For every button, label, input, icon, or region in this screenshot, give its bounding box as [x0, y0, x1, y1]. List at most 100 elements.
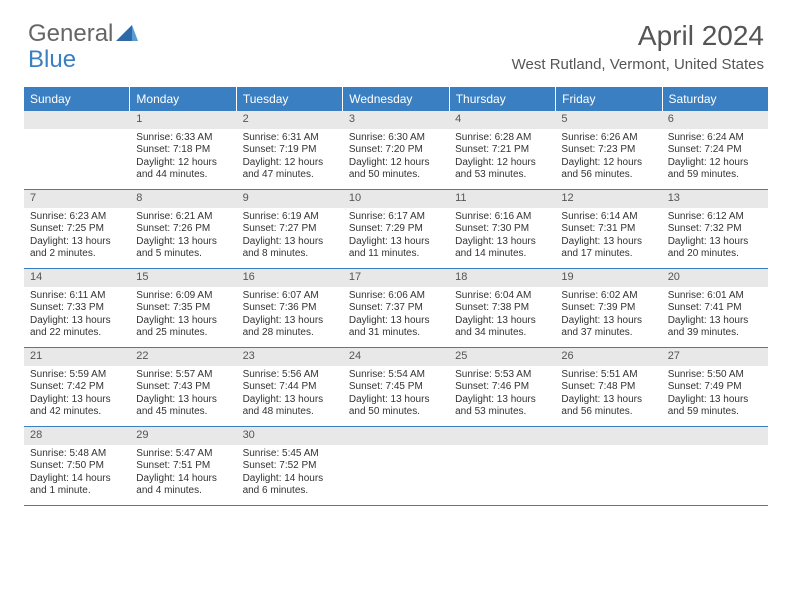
day-line-d1: Daylight: 13 hours — [561, 236, 655, 249]
day-cell: 4Sunrise: 6:28 AMSunset: 7:21 PMDaylight… — [449, 111, 555, 189]
day-line-ss: Sunset: 7:31 PM — [561, 223, 655, 236]
day-line-d2: and 8 minutes. — [243, 248, 337, 261]
day-details: Sunrise: 6:28 AMSunset: 7:21 PMDaylight:… — [449, 129, 555, 186]
day-line-ss: Sunset: 7:52 PM — [243, 460, 337, 473]
day-number: 29 — [130, 427, 236, 445]
day-line-ss: Sunset: 7:51 PM — [136, 460, 230, 473]
day-number: 9 — [237, 190, 343, 208]
day-details: Sunrise: 6:07 AMSunset: 7:36 PMDaylight:… — [237, 287, 343, 344]
day-details: Sunrise: 6:24 AMSunset: 7:24 PMDaylight:… — [662, 129, 768, 186]
day-header-sat: Saturday — [663, 87, 768, 111]
day-line-d2: and 37 minutes. — [561, 327, 655, 340]
day-line-sr: Sunrise: 5:51 AM — [561, 369, 655, 382]
day-line-d1: Daylight: 12 hours — [561, 157, 655, 170]
day-line-d1: Daylight: 13 hours — [668, 236, 762, 249]
day-cell: 19Sunrise: 6:02 AMSunset: 7:39 PMDayligh… — [555, 269, 661, 347]
day-cell — [555, 427, 661, 505]
day-line-sr: Sunrise: 6:01 AM — [668, 290, 762, 303]
day-cell: 5Sunrise: 6:26 AMSunset: 7:23 PMDaylight… — [555, 111, 661, 189]
day-line-d2: and 59 minutes. — [668, 406, 762, 419]
day-line-d1: Daylight: 13 hours — [136, 236, 230, 249]
day-line-d1: Daylight: 12 hours — [455, 157, 549, 170]
day-cell: 1Sunrise: 6:33 AMSunset: 7:18 PMDaylight… — [130, 111, 236, 189]
day-line-d1: Daylight: 13 hours — [30, 315, 124, 328]
day-line-d1: Daylight: 13 hours — [561, 394, 655, 407]
day-line-d2: and 20 minutes. — [668, 248, 762, 261]
day-number: 24 — [343, 348, 449, 366]
day-cell: 6Sunrise: 6:24 AMSunset: 7:24 PMDaylight… — [662, 111, 768, 189]
day-line-ss: Sunset: 7:39 PM — [561, 302, 655, 315]
day-details: Sunrise: 6:04 AMSunset: 7:38 PMDaylight:… — [449, 287, 555, 344]
day-details: Sunrise: 6:02 AMSunset: 7:39 PMDaylight:… — [555, 287, 661, 344]
day-cell — [343, 427, 449, 505]
day-line-d2: and 42 minutes. — [30, 406, 124, 419]
day-number: 15 — [130, 269, 236, 287]
day-line-d2: and 53 minutes. — [455, 169, 549, 182]
day-line-d1: Daylight: 13 hours — [30, 394, 124, 407]
day-details: Sunrise: 6:12 AMSunset: 7:32 PMDaylight:… — [662, 208, 768, 265]
day-line-d2: and 39 minutes. — [668, 327, 762, 340]
day-details: Sunrise: 5:45 AMSunset: 7:52 PMDaylight:… — [237, 445, 343, 502]
day-number: 26 — [555, 348, 661, 366]
day-line-sr: Sunrise: 6:09 AM — [136, 290, 230, 303]
day-line-sr: Sunrise: 6:11 AM — [30, 290, 124, 303]
day-cell: 14 Sunrise: 6:11 AMSunset: 7:33 PMDayligh… — [24, 269, 130, 347]
day-number: 16 — [237, 269, 343, 287]
day-line-d1: Daylight: 13 hours — [668, 315, 762, 328]
day-line-d2: and 34 minutes. — [455, 327, 549, 340]
day-line-sr: Sunrise: 6:17 AM — [349, 211, 443, 224]
day-line-ss: Sunset: 7:20 PM — [349, 144, 443, 157]
day-cell: 30Sunrise: 5:45 AMSunset: 7:52 PMDayligh… — [237, 427, 343, 505]
week-row: 28Sunrise: 5:48 AMSunset: 7:50 PMDayligh… — [24, 427, 768, 506]
day-line-d1: Daylight: 14 hours — [30, 473, 124, 486]
day-line-ss: Sunset: 7:33 PM — [30, 302, 124, 315]
calendar: Sunday Monday Tuesday Wednesday Thursday… — [24, 87, 768, 506]
day-cell: 8Sunrise: 6:21 AMSunset: 7:26 PMDaylight… — [130, 190, 236, 268]
day-details: Sunrise: 6:01 AMSunset: 7:41 PMDaylight:… — [662, 287, 768, 344]
day-cell: 26Sunrise: 5:51 AMSunset: 7:48 PMDayligh… — [555, 348, 661, 426]
day-number: 1 — [130, 111, 236, 129]
day-line-ss: Sunset: 7:25 PM — [30, 223, 124, 236]
day-cell: 25Sunrise: 5:53 AMSunset: 7:46 PMDayligh… — [449, 348, 555, 426]
day-line-d2: and 14 minutes. — [455, 248, 549, 261]
day-number: 25 — [449, 348, 555, 366]
day-number: 14 — [24, 269, 130, 287]
week-row: 7Sunrise: 6:23 AMSunset: 7:25 PMDaylight… — [24, 190, 768, 269]
day-line-d1: Daylight: 12 hours — [349, 157, 443, 170]
day-line-sr: Sunrise: 5:56 AM — [243, 369, 337, 382]
day-line-d2: and 31 minutes. — [349, 327, 443, 340]
day-number-empty — [662, 427, 768, 445]
week-row: 1Sunrise: 6:33 AMSunset: 7:18 PMDaylight… — [24, 111, 768, 190]
day-line-ss: Sunset: 7:43 PM — [136, 381, 230, 394]
day-cell — [24, 111, 130, 189]
day-line-d2: and 48 minutes. — [243, 406, 337, 419]
day-line-sr: Sunrise: 5:54 AM — [349, 369, 443, 382]
day-number: 5 — [555, 111, 661, 129]
day-cell: 28Sunrise: 5:48 AMSunset: 7:50 PMDayligh… — [24, 427, 130, 505]
day-number-empty — [24, 111, 130, 129]
day-header-sun: Sunday — [24, 87, 130, 111]
day-number: 3 — [343, 111, 449, 129]
day-line-sr: Sunrise: 6:12 AM — [668, 211, 762, 224]
day-line-d2: and 17 minutes. — [561, 248, 655, 261]
day-details: Sunrise: 6:30 AMSunset: 7:20 PMDaylight:… — [343, 129, 449, 186]
day-line-ss: Sunset: 7:48 PM — [561, 381, 655, 394]
day-line-d1: Daylight: 12 hours — [668, 157, 762, 170]
day-line-ss: Sunset: 7:41 PM — [668, 302, 762, 315]
day-line-d1: Daylight: 13 hours — [136, 394, 230, 407]
day-line-d2: and 1 minute. — [30, 485, 124, 498]
day-line-d2: and 45 minutes. — [136, 406, 230, 419]
day-line-d2: and 4 minutes. — [136, 485, 230, 498]
logo-text-2: Blue — [28, 46, 76, 74]
day-details: Sunrise: 5:51 AMSunset: 7:48 PMDaylight:… — [555, 366, 661, 423]
day-number: 4 — [449, 111, 555, 129]
day-cell: 24Sunrise: 5:54 AMSunset: 7:45 PMDayligh… — [343, 348, 449, 426]
day-details: Sunrise: 6:23 AMSunset: 7:25 PMDaylight:… — [24, 208, 130, 265]
day-line-ss: Sunset: 7:26 PM — [136, 223, 230, 236]
day-line-d1: Daylight: 13 hours — [349, 394, 443, 407]
day-line-d2: and 50 minutes. — [349, 406, 443, 419]
day-line-ss: Sunset: 7:18 PM — [136, 144, 230, 157]
day-line-d1: Daylight: 14 hours — [243, 473, 337, 486]
day-line-d1: Daylight: 13 hours — [349, 236, 443, 249]
day-line-d1: Daylight: 13 hours — [455, 394, 549, 407]
